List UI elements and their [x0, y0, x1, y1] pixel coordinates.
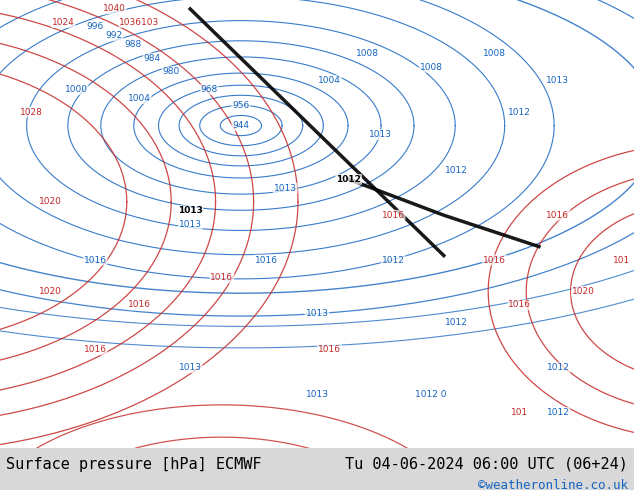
- Text: 1013: 1013: [306, 390, 328, 399]
- Text: 1012 0: 1012 0: [415, 390, 447, 399]
- Text: 1016: 1016: [255, 256, 278, 265]
- Text: 1024: 1024: [52, 18, 75, 27]
- Text: 1000: 1000: [65, 85, 87, 94]
- Text: 1013: 1013: [178, 206, 203, 215]
- Text: 1008: 1008: [420, 63, 443, 72]
- Text: Tu 04-06-2024 06:00 UTC (06+24): Tu 04-06-2024 06:00 UTC (06+24): [345, 457, 628, 472]
- Text: 956: 956: [232, 101, 250, 110]
- Text: 1016: 1016: [128, 300, 151, 309]
- Text: 1012: 1012: [508, 108, 531, 117]
- Text: 1016: 1016: [210, 273, 233, 282]
- Text: ©weatheronline.co.uk: ©weatheronline.co.uk: [477, 479, 628, 490]
- Text: 1016: 1016: [318, 345, 341, 354]
- FancyBboxPatch shape: [0, 448, 634, 490]
- Text: 1036103: 1036103: [119, 18, 160, 27]
- Text: 1020: 1020: [572, 287, 595, 296]
- Text: 1016: 1016: [547, 211, 569, 220]
- Text: 1004: 1004: [128, 94, 151, 103]
- Text: 1012: 1012: [382, 256, 404, 265]
- Text: 988: 988: [124, 40, 142, 49]
- Text: 996: 996: [86, 23, 104, 31]
- Text: 1004: 1004: [318, 76, 341, 85]
- Text: 1012: 1012: [547, 363, 569, 372]
- Text: 1020: 1020: [39, 287, 62, 296]
- Text: 1016: 1016: [483, 256, 506, 265]
- Text: 1016: 1016: [84, 345, 107, 354]
- Text: 1016: 1016: [508, 300, 531, 309]
- Text: 1016: 1016: [382, 211, 404, 220]
- Text: 1012: 1012: [547, 408, 569, 417]
- Text: 944: 944: [233, 121, 249, 130]
- Text: 1012: 1012: [445, 318, 468, 327]
- Text: 1028: 1028: [20, 108, 43, 117]
- Text: 1013: 1013: [179, 220, 202, 229]
- Text: 101: 101: [511, 408, 529, 417]
- Text: 1013: 1013: [547, 76, 569, 85]
- Text: 1040: 1040: [103, 4, 126, 13]
- Text: 1013: 1013: [274, 184, 297, 193]
- Text: 1008: 1008: [483, 49, 506, 58]
- Text: 1008: 1008: [356, 49, 379, 58]
- Text: Surface pressure [hPa] ECMWF: Surface pressure [hPa] ECMWF: [6, 457, 262, 472]
- Text: 1016: 1016: [84, 256, 107, 265]
- Text: 980: 980: [162, 67, 180, 76]
- Text: 1013: 1013: [179, 363, 202, 372]
- Text: 984: 984: [143, 54, 161, 63]
- Text: 1013: 1013: [306, 309, 328, 318]
- Text: 968: 968: [200, 85, 218, 94]
- Text: 1013: 1013: [369, 130, 392, 139]
- Text: 101: 101: [612, 256, 630, 265]
- Text: 1012: 1012: [336, 175, 361, 184]
- Text: 992: 992: [105, 31, 123, 40]
- Text: 1020: 1020: [39, 197, 62, 206]
- Text: 1012: 1012: [445, 166, 468, 175]
